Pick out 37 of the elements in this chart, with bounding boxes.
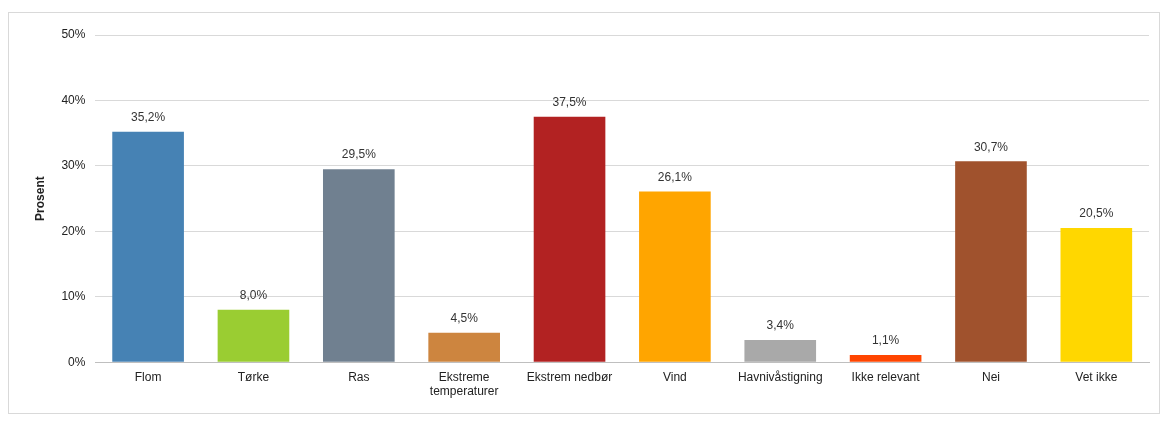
x-tick-label: Tørke xyxy=(237,369,270,384)
data-label: 35,2% xyxy=(131,110,166,125)
x-tick-label: Havnivåstigning xyxy=(737,369,823,384)
bar xyxy=(322,169,395,362)
data-label: 20,5% xyxy=(1079,206,1114,221)
data-label: 26,1% xyxy=(657,169,693,184)
bar xyxy=(533,116,606,362)
bar xyxy=(955,161,1027,362)
x-tick-label: Vind xyxy=(662,369,687,384)
data-label: 4,5% xyxy=(450,311,479,326)
y-axis-title: Prosent xyxy=(32,176,47,221)
data-label: 29,5% xyxy=(341,147,377,162)
bar xyxy=(849,355,922,362)
y-tick-label: 50% xyxy=(61,27,86,42)
data-label: 3,4% xyxy=(766,318,795,333)
x-tick-label: Ekstreme temperaturer xyxy=(429,369,499,399)
y-tick-label: 30% xyxy=(61,158,86,173)
bar xyxy=(639,191,711,362)
bar xyxy=(1060,228,1133,362)
bar xyxy=(744,339,817,362)
data-label: 8,0% xyxy=(239,288,268,303)
x-tick-label: Ekstrem nedbør xyxy=(526,369,613,384)
bar xyxy=(217,309,290,362)
data-label: 1,1% xyxy=(871,333,900,348)
data-label: 30,7% xyxy=(973,139,1009,154)
bar xyxy=(428,332,500,362)
bar xyxy=(112,131,184,362)
x-tick-label: Ras xyxy=(348,369,370,384)
data-label: 37,5% xyxy=(552,95,587,110)
y-tick-label: 20% xyxy=(61,223,86,238)
x-tick-label: Vet ikke xyxy=(1075,369,1118,384)
y-tick-label: 0% xyxy=(68,354,86,369)
y-tick-label: 40% xyxy=(61,92,86,107)
x-tick-label: Flom xyxy=(134,369,162,384)
x-tick-label: Ikke relevant xyxy=(851,369,921,384)
y-tick-label: 10% xyxy=(61,289,86,304)
x-tick-label: Nei xyxy=(981,369,1000,384)
